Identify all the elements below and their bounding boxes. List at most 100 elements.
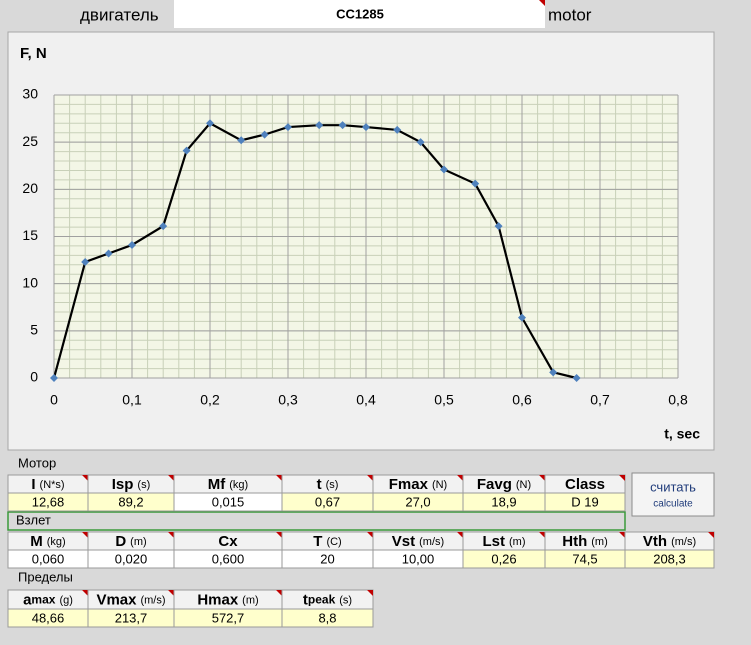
header-name: Vst [392,533,415,550]
data-point [128,240,136,249]
header-name: Mf [208,476,226,493]
motor-name: CC1285 [336,6,384,21]
header-text: Favg (N) [477,476,531,493]
comment-marker [367,532,373,538]
comment-marker [619,475,625,481]
header-sub: peak [308,593,336,607]
header-name: I [31,476,35,493]
data-point [159,222,168,231]
value-text: 0,020 [115,551,148,566]
comment-marker [539,0,545,6]
data-point [362,123,370,132]
y-tick-label: 0 [30,369,38,385]
button-face[interactable] [631,472,715,517]
header-text: I (N*s) [31,476,64,493]
data-point [416,138,425,147]
data-point [81,257,90,266]
header-name: a [23,591,32,608]
button-label[interactable]: считать [650,479,696,494]
comment-marker [82,532,88,538]
comment-marker [276,532,282,538]
motor-name-box[interactable] [174,0,545,28]
header-text: Mf (kg) [208,476,248,493]
y-tick-label: 5 [30,322,38,338]
value-text: 27,0 [405,494,430,509]
header-name: t [317,476,322,493]
header-text: Lst (m) [483,533,526,550]
comment-marker [168,590,174,596]
header-unit: (m) [591,536,608,548]
header-name: D [115,533,126,550]
comment-marker [457,532,463,538]
header-name: t [303,591,308,608]
data-point [237,136,246,145]
data-point [50,374,58,382]
value-text: 0,015 [212,494,245,509]
x-tick-label: 0,4 [356,392,376,408]
header-unit: (s) [326,479,339,491]
comment-marker [82,475,88,481]
comment-marker [168,475,174,481]
header-text: Isp (s) [112,476,151,493]
y-tick-label: 15 [22,227,38,243]
value-text: 213,7 [115,610,148,625]
header-text: Vst (m/s) [392,533,444,550]
data-point [518,313,526,322]
header-name: Fmax [389,476,429,493]
data-point [104,249,113,258]
header-text: Vmax (m/s) [96,591,165,608]
value-text: 572,7 [212,610,245,625]
value-text: 208,3 [653,551,686,566]
header-unit: (m/s) [419,536,444,548]
header-text: Cx [218,533,238,550]
x-tick-label: 0,2 [200,392,220,408]
x-tick-label: 0 [50,392,58,408]
data-point [471,179,480,188]
header-name: Class [565,476,605,493]
header-cell [624,531,715,551]
selected-row [7,511,626,531]
value-text: 0,26 [491,551,516,566]
x-tick-label: 0,3 [278,392,298,408]
header-text: Vth (m/s) [643,533,696,550]
x-tick-label: 0,7 [590,392,610,408]
header-name: Vmax [96,591,137,608]
value-text: D 19 [571,494,598,509]
header-cell [372,531,464,551]
header-unit: (kg) [229,479,248,491]
comment-marker [168,532,174,538]
header-unit: (m) [242,594,259,606]
section-title: Взлет [16,512,51,527]
data-point [315,121,324,130]
button-sublabel[interactable]: calculate [653,499,693,510]
data-point [572,374,581,382]
comment-marker [367,475,373,481]
header-unit: (N) [432,479,447,491]
x-tick-label: 0,1 [122,392,142,408]
header-name: Lst [483,533,506,550]
header-text: amax (g) [23,591,73,608]
value-text: 0,600 [212,551,245,566]
value-cell [281,608,374,628]
header-text: Class [565,476,605,493]
y-tick-label: 30 [22,86,38,102]
data-point [494,222,503,231]
data-point [284,123,292,132]
comment-marker [539,475,545,481]
x-axis-label: t, sec [664,426,700,442]
header-text: t (s) [317,476,339,493]
value-cell [624,549,715,569]
calculate-button[interactable]: считать calculate [631,472,715,517]
header-cell [173,474,283,494]
value-text: 10,00 [402,551,435,566]
value-text: 74,5 [572,551,597,566]
x-tick-label: 0,6 [512,392,532,408]
header-name: Hmax [197,591,239,608]
motor-label-ru: двигатель [80,5,159,24]
y-tick-label: 25 [22,133,38,149]
data-point [260,130,269,139]
data-point [338,121,347,130]
y-axis-label: F, N [20,45,47,62]
comment-marker [539,532,545,538]
